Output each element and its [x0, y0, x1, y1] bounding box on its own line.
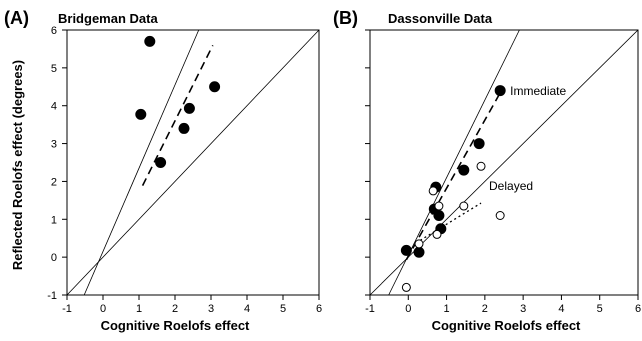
panel-a-y-tick-label: 4 — [51, 101, 57, 113]
panel-a-y-tick-label: 3 — [51, 139, 57, 151]
panel-a-x-tick-label: -1 — [62, 303, 72, 315]
panel-b-x-tick-label: 5 — [597, 303, 603, 315]
panel-a: (A) Bridgeman Data Reflected Roelofs eff… — [4, 8, 322, 333]
panel-a-y-tick-label: 2 — [51, 176, 57, 188]
panel-a-label: (A) — [4, 8, 29, 28]
panel-b-open-point — [434, 201, 444, 211]
panel-a-y-axis-title: Reflected Roelofs effect (degrees) — [10, 60, 25, 270]
panel-b-open-point — [414, 239, 424, 249]
panel-a-filled-point — [155, 157, 167, 168]
panel-b-x-tick-label: 1 — [444, 303, 450, 315]
panel-b-x-tick-label: 4 — [558, 303, 564, 315]
panel-a-plot-frame — [66, 29, 320, 296]
panel-b-reference-line-1 — [369, 29, 639, 296]
panel-b-x-tick-label: 0 — [405, 303, 411, 315]
panel-b-title: Dassonville Data — [388, 11, 493, 26]
panel-a-filled-point — [144, 35, 156, 47]
panel-a-x-tick-label: 4 — [244, 303, 250, 315]
panel-a-x-tick-label: 2 — [172, 303, 178, 315]
panel-b-x-tick-label: 3 — [520, 303, 526, 315]
panel-a-reference-line-1 — [66, 29, 320, 296]
panel-b-x-tick-label: 6 — [635, 303, 641, 315]
panel-a-filled-point — [209, 81, 221, 93]
panel-a-x-tick-label: 3 — [208, 303, 214, 315]
panel-b-fit-line-open — [415, 202, 482, 244]
panel-b-open-point — [495, 211, 505, 220]
panel-b-open-point — [476, 161, 486, 171]
panel-a-y-tick-label: 0 — [51, 252, 57, 264]
panel-a-reference-line-2 — [83, 29, 200, 296]
panel-a-fit-line-filled — [141, 44, 214, 186]
panel-b-filled-point — [458, 164, 470, 176]
panel-b-x-tick-label: -1 — [365, 303, 375, 315]
panel-b-open-point — [428, 186, 438, 196]
panel-a-y-tick-label: 5 — [51, 63, 57, 75]
panel-a-x-tick-label: 5 — [280, 303, 286, 315]
panel-a-y-tick-label: 1 — [51, 214, 57, 226]
panel-b: (B) Dassonville Data Cognitive Roelofs e… — [333, 8, 641, 333]
panel-a-y-tick-label: -1 — [47, 290, 57, 302]
panel-b-x-axis-title: Cognitive Roelofs effect — [432, 318, 581, 333]
panel-a-filled-point — [135, 108, 147, 120]
panel-b-filled-point — [400, 244, 412, 256]
panel-a-filled-point — [183, 102, 195, 114]
panel-b-filled-point — [494, 85, 506, 97]
panel-a-title: Bridgeman Data — [58, 11, 158, 26]
panel-a-filled-point — [178, 122, 190, 134]
panel-a-x-tick-label: 0 — [100, 303, 106, 315]
panel-b-open-point — [401, 282, 411, 292]
panel-b-filled-point — [473, 138, 485, 150]
panel-b-open-point — [432, 229, 442, 239]
panel-b-annotation-immediate: Immediate — [510, 84, 566, 98]
panel-b-plot-frame — [369, 29, 639, 296]
panel-b-filled-point — [433, 210, 445, 221]
panel-b-annotation-delayed: Delayed — [489, 179, 533, 193]
panel-a-x-axis-title: Cognitive Roelofs effect — [101, 318, 250, 333]
panel-b-open-point — [459, 201, 469, 211]
panel-a-x-tick-label: 1 — [136, 303, 142, 315]
panel-b-x-tick-label: 2 — [482, 303, 488, 315]
panel-b-label: (B) — [333, 8, 358, 28]
panel-a-y-tick-label: 6 — [51, 25, 57, 37]
panel-a-x-tick-label: 6 — [316, 303, 322, 315]
panel-b-fit-line-filled — [405, 92, 501, 261]
panel-b-filled-point — [413, 246, 425, 258]
